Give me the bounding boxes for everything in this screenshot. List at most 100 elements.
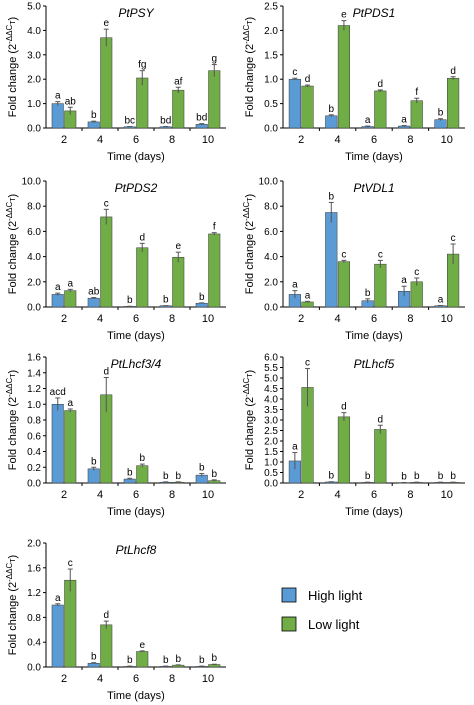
x-tick-label: 2 [61,673,67,685]
chart-panel-4: 0.00.20.40.60.81.01.21.41.62acda4bd6bb8b… [5,353,226,518]
y-axis-title-end: ) [244,17,256,21]
significance-label: b [139,453,145,464]
significance-label: b [365,288,371,299]
bar-low-light [100,216,113,308]
significance-label: b [438,108,444,119]
significance-label: a [55,282,61,293]
y-axis-title-sup: -ΔΔC [5,563,14,582]
x-tick-label: 8 [169,673,175,685]
significance-label: c [104,198,109,209]
significance-label: a [401,275,407,286]
x-tick-label: 2 [298,134,304,146]
bar-low-light [208,233,221,308]
y-tick-label: 1.4 [27,368,41,379]
y-tick-label: 2.0 [264,277,278,288]
significance-label: acd [50,387,66,398]
bar-low-light [136,651,149,668]
x-tick-label: 8 [169,134,175,146]
bar-low-light [136,465,149,484]
bar-low-light [172,89,185,129]
chart-title: PtVDL1 [353,181,394,195]
x-tick-label: 6 [133,489,139,501]
y-tick-label: 2.5 [264,426,278,437]
significance-label: b [199,655,205,666]
x-tick-label: 6 [133,673,139,685]
y-axis-title-sub: T [10,197,17,202]
significance-label: a [292,280,298,291]
x-tick-label: 4 [97,313,103,325]
legend-swatch-low-light [281,616,297,632]
y-tick-label: 0.6 [27,431,41,442]
significance-label: b [91,110,97,121]
x-tick-label: 2 [298,489,304,501]
y-tick-label: 0.4 [27,638,41,649]
y-tick-label: 10.0 [259,177,279,188]
x-axis-title: Time (days) [107,690,165,702]
significance-label: a [401,115,407,126]
y-tick-label: 0.0 [264,479,278,490]
y-axis-title-sup: -ΔΔC [242,378,251,397]
significance-label: b [328,471,334,482]
bar-high-light [195,302,208,308]
significance-label: b [328,104,334,115]
y-tick-label: 10.0 [22,177,42,188]
y-tick-label: 4.0 [27,252,41,263]
y-axis-title-end: ) [7,17,19,21]
significance-label: c [341,249,346,260]
y-axis-title-main: Fold change (2 [7,44,19,117]
bar-high-light [325,212,338,308]
bar-high-light [288,78,301,129]
x-tick-label: 4 [97,134,103,146]
y-tick-label: 5.0 [264,374,278,385]
y-axis-title-main: Fold change (2 [244,397,256,470]
bar-low-light [301,301,314,308]
bar-low-light [64,290,77,308]
x-axis-title: Time (days) [107,330,165,342]
bar-low-light [64,579,77,668]
significance-label: b [175,654,181,665]
x-tick-label: 4 [335,313,341,325]
significance-label: b [199,292,205,303]
significance-label: c [378,249,383,260]
significance-label: d [378,414,384,425]
y-axis-title: Fold change (2-ΔΔCT) [5,370,19,470]
y-axis-title-end: ) [7,194,19,198]
significance-label: b [414,471,420,482]
y-tick-label: 1.0 [264,75,278,86]
bar-high-light [87,121,100,129]
y-tick-label: 0.5 [264,468,278,479]
y-tick-label: 4.0 [264,395,278,406]
bar-low-light [64,410,77,484]
legend-label-low-light: Low light [308,617,360,632]
bar-low-light [208,70,221,129]
x-tick-label: 8 [169,489,175,501]
significance-label: d [450,66,456,77]
significance-label: bd [196,113,207,124]
y-tick-label: 0.0 [264,303,278,314]
bar-low-light [172,256,185,308]
y-tick-label: 1.0 [264,458,278,469]
x-tick-label: 6 [371,489,377,501]
bar-high-light [51,604,64,668]
bar-high-light [87,468,100,484]
x-tick-label: 2 [61,134,67,146]
legend: High light Low light [281,587,363,632]
y-tick-label: 2.0 [27,75,41,86]
significance-label: a [438,294,444,305]
x-axis-title: Time (days) [107,151,165,163]
y-tick-label: 8.0 [264,202,278,213]
x-tick-label: 10 [441,489,453,501]
bar-high-light [51,404,64,484]
y-axis-title-main: Fold change (2 [7,221,19,294]
y-axis-title: Fold change (2-ΔΔCT) [5,555,19,655]
significance-label: e [341,10,347,21]
significance-label: af [174,76,183,87]
y-axis-title-end: ) [244,194,256,198]
significance-label: c [451,233,456,244]
y-tick-label: 1.5 [264,447,278,458]
y-tick-label: 2.0 [264,26,278,37]
bar-low-light [374,263,387,308]
y-tick-label: 0.5 [264,99,278,110]
y-tick-label: 1.2 [27,384,41,395]
